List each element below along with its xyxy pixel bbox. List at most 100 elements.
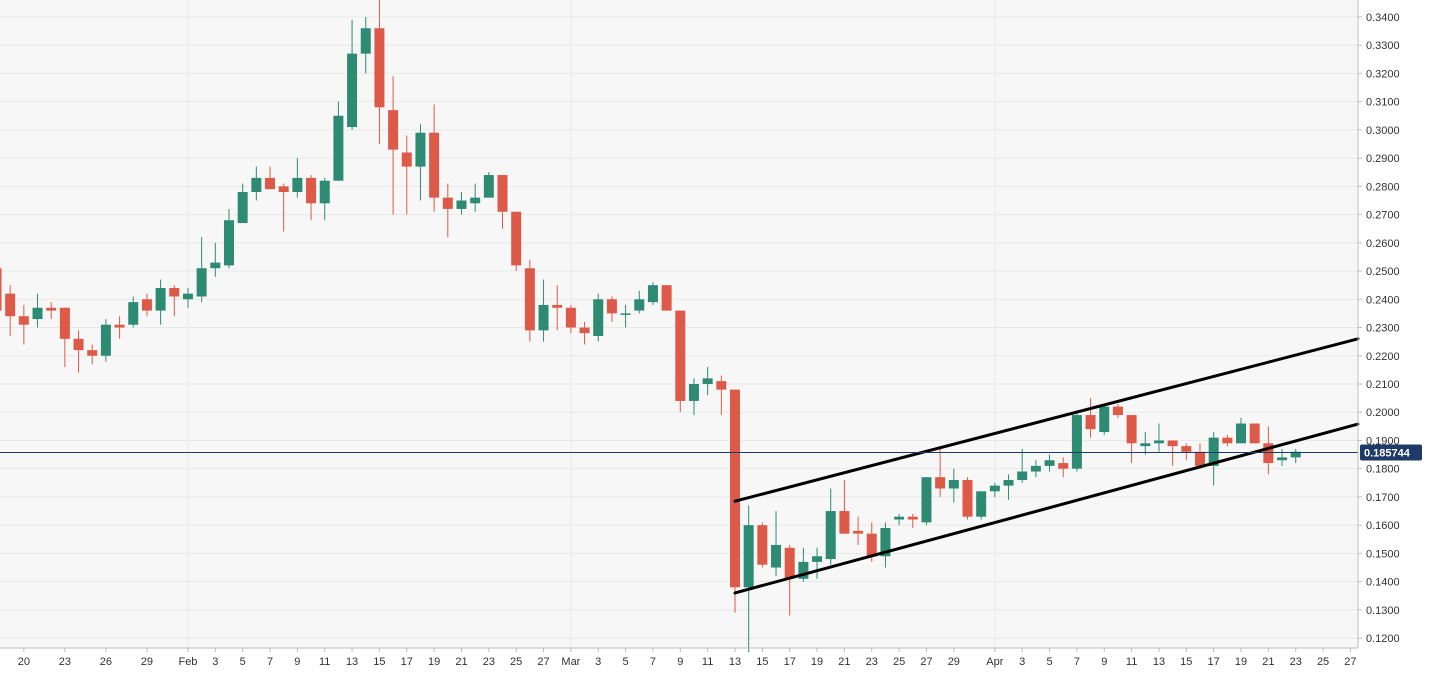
- candle-up: [1277, 448, 1288, 466]
- current-price-label: 0.185744: [1364, 447, 1411, 459]
- x-tick-label: 15: [1180, 656, 1192, 668]
- candle-body: [1208, 437, 1219, 466]
- candle-body: [374, 28, 385, 108]
- y-tick-label: 0.2700: [1366, 210, 1400, 222]
- candle-down: [141, 293, 152, 317]
- y-tick-label: 0.2100: [1366, 379, 1400, 391]
- candle-body: [935, 477, 946, 489]
- x-tick-label: 26: [100, 656, 112, 668]
- candle-body: [538, 304, 549, 331]
- candle-down: [565, 304, 576, 334]
- x-tick-label: 21: [455, 656, 467, 668]
- candle-up: [319, 177, 330, 221]
- candle-up: [894, 513, 905, 526]
- candle-down: [1085, 398, 1096, 438]
- candle-body: [1194, 451, 1205, 466]
- candle-down: [1222, 434, 1233, 447]
- candle-body: [771, 544, 782, 568]
- candle-body: [784, 547, 795, 579]
- candle-up: [880, 522, 891, 568]
- candle-body: [415, 132, 426, 167]
- candle-up: [1140, 432, 1151, 455]
- y-tick-label: 0.1200: [1366, 633, 1400, 645]
- candle-down: [839, 480, 850, 534]
- candle-down: [388, 76, 399, 215]
- candle-body: [1167, 440, 1178, 447]
- x-tick-label: 7: [267, 656, 273, 668]
- candle-up: [647, 282, 658, 305]
- candle-up: [812, 547, 823, 579]
- candle-body: [907, 516, 918, 520]
- candle-up: [333, 101, 344, 181]
- x-tick-label: 27: [537, 656, 549, 668]
- x-tick-label: 25: [893, 656, 905, 668]
- y-tick-label: 0.2300: [1366, 323, 1400, 335]
- candle-down: [1181, 443, 1192, 461]
- candle-down: [1249, 423, 1260, 444]
- candle-down: [46, 302, 57, 320]
- candle-body: [894, 516, 905, 520]
- candle-body: [866, 533, 877, 557]
- x-tick-label: 15: [756, 656, 768, 668]
- candle-body: [0, 268, 2, 311]
- candle-up: [948, 468, 959, 503]
- y-tick-label: 0.2400: [1366, 294, 1400, 306]
- candle-body: [141, 299, 152, 311]
- candle-down: [1126, 415, 1137, 464]
- candle-body: [100, 324, 111, 356]
- y-tick-label: 0.3400: [1366, 12, 1400, 24]
- candle-up: [1236, 417, 1247, 444]
- candle-up: [251, 166, 262, 201]
- y-tick-label: 0.2600: [1366, 238, 1400, 250]
- y-tick-label: 0.3200: [1366, 68, 1400, 80]
- x-tick-label: 13: [1153, 656, 1165, 668]
- candle-up: [743, 505, 754, 653]
- x-tick-label: 29: [948, 656, 960, 668]
- candle-body: [1071, 415, 1082, 469]
- x-tick-label: 5: [1046, 656, 1052, 668]
- candle-body: [1290, 451, 1301, 458]
- x-tick-label: 11: [702, 656, 713, 668]
- candle-down: [59, 307, 70, 368]
- candle-body: [524, 268, 535, 331]
- candle-body: [716, 381, 727, 390]
- candle-up: [538, 279, 549, 342]
- candle-body: [388, 110, 399, 150]
- candle-body: [333, 115, 344, 181]
- x-tick-label: 23: [483, 656, 495, 668]
- candle-body: [1112, 406, 1123, 416]
- candle-body: [319, 180, 330, 204]
- candle-body: [429, 132, 440, 198]
- candle-up: [771, 511, 782, 576]
- x-tick-label: 19: [811, 656, 823, 668]
- candle-up: [1290, 448, 1301, 464]
- candle-up: [182, 288, 193, 308]
- candle-body: [265, 177, 276, 190]
- candle-body: [688, 384, 699, 401]
- candle-up: [1208, 432, 1219, 486]
- candle-body: [87, 350, 98, 356]
- y-tick-label: 0.1800: [1366, 464, 1400, 476]
- x-tick-label: 15: [373, 656, 385, 668]
- x-tick-label: 17: [1208, 656, 1220, 668]
- candle-body: [59, 307, 70, 339]
- candle-body: [292, 177, 303, 192]
- candle-down: [757, 522, 768, 568]
- candle-up: [1044, 454, 1055, 472]
- candle-body: [634, 299, 645, 311]
- candle-up: [1153, 423, 1164, 452]
- y-tick-label: 0.1400: [1366, 577, 1400, 589]
- candle-up: [798, 547, 809, 582]
- x-tick-label: 11: [319, 656, 330, 668]
- candle-up: [688, 378, 699, 416]
- candle-down: [1058, 457, 1069, 478]
- candle-up: [347, 19, 358, 130]
- y-tick-label: 0.3000: [1366, 125, 1400, 137]
- candle-body: [1277, 457, 1288, 461]
- candle-body: [812, 556, 823, 562]
- y-tick-label: 0.1300: [1366, 605, 1400, 617]
- candle-down: [675, 310, 686, 413]
- candle-body: [128, 302, 139, 325]
- candle-body: [579, 327, 590, 334]
